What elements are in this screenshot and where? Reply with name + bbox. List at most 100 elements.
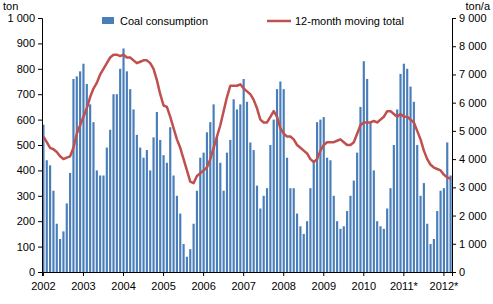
tick: 2012* [430,272,459,292]
bar [129,89,131,272]
bar [166,163,168,272]
tick-mark [38,145,42,146]
bar [409,87,411,272]
legend-label: 12-month moving total [295,15,404,27]
bar [196,191,198,272]
bar [286,158,288,272]
tick-mark [203,272,204,276]
axis-line [43,273,453,277]
tick-label: 2010 [352,280,376,292]
bar [329,160,331,272]
tick-mark [452,187,456,188]
tick-mark [38,221,42,222]
tick-mark [323,272,324,276]
bar [176,196,178,272]
tick-label: 2009 [312,280,336,292]
bar [299,226,301,272]
y2-axis-title: ton/a [466,0,491,12]
bar [122,48,124,272]
tick: 700 [17,88,42,100]
bar [343,226,345,272]
tick-label: 6 000 [459,97,487,109]
bar [189,249,191,272]
tick-mark [163,272,164,276]
bar [233,99,235,272]
legend-swatch [102,17,114,24]
bar [303,234,305,272]
bar [229,140,231,272]
bar [236,109,238,272]
tick-mark [38,272,42,273]
tick-label: 2005 [151,280,175,292]
bar [389,188,391,272]
bar [89,104,91,272]
tick-label: 2002 [31,280,55,292]
tick-label: 2007 [231,280,255,292]
tick: 4 000 [452,153,487,165]
tick-label: 0 [459,266,465,278]
bar [336,221,338,272]
tick: 1 000 [452,238,487,250]
bar [386,209,388,273]
tick-label: 2012* [430,280,459,292]
tick: 600 [17,114,42,126]
tick: 7 000 [452,68,487,80]
tick: 0 [29,266,42,278]
tick-mark [43,272,44,276]
tick-mark [443,272,444,276]
bar [433,239,435,272]
tick: 200 [17,215,42,227]
bar [183,244,185,272]
bar [366,79,368,272]
bar [239,104,241,272]
bar [253,150,255,272]
legend-label: Coal consumption [120,15,208,27]
tick: 2006 [191,272,215,292]
bar [186,257,188,272]
chart-svg: 01002003004005006007008009001 00001 0002… [0,0,493,304]
bar [223,191,225,272]
tick: 2005 [151,272,175,292]
tick-label: 2006 [191,280,215,292]
bar [359,107,361,272]
tick-label: 1 000 [7,12,35,24]
bar [369,122,371,272]
tick-label: 3 000 [459,181,487,193]
bar [159,140,161,272]
bar [162,155,164,272]
bar [149,170,151,272]
bar [142,158,144,272]
tick: 2004 [111,272,135,292]
bar [353,181,355,272]
bar [373,170,375,272]
tick-label: 2004 [111,280,135,292]
bar [92,122,94,272]
tick-mark [283,272,284,276]
plot: 01002003004005006007008009001 00001 0002… [7,12,486,292]
bar [139,148,141,272]
bar [132,109,134,272]
bar [69,173,71,272]
bar [319,120,321,272]
bar [406,69,408,272]
bar [333,196,335,272]
tick-mark [38,18,42,19]
bar [243,79,245,272]
bar [56,224,58,272]
tick: 400 [17,164,42,176]
tick-label: 900 [17,37,35,49]
bar [206,132,208,272]
bar [49,165,51,272]
tick-label: 9 000 [459,12,487,24]
tick: 2009 [312,272,336,292]
tick-mark [452,131,456,132]
bar [323,117,325,272]
tick-label: 800 [17,63,35,75]
bar [259,209,261,273]
bar [246,102,248,272]
bar [172,175,174,272]
tick-mark [83,272,84,276]
legend-item: 12-month moving total [267,15,404,27]
bar [443,188,445,272]
bar [426,224,428,272]
